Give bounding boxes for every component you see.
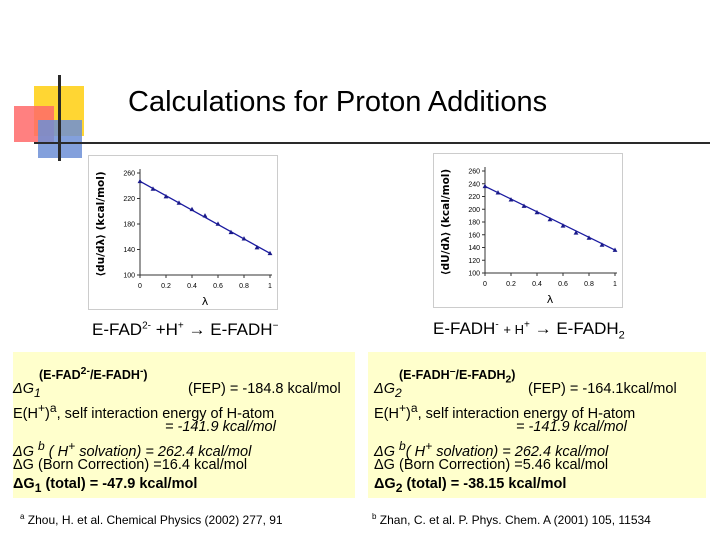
decor-vertical-line <box>58 75 61 161</box>
chart-right: 100 120 140 160 180 200 220 240 260 0 0.2 0.4 0.6 0.8… <box>433 153 623 308</box>
left-eq-arrow-icon: → <box>188 320 206 339</box>
y-tick-label: 220 <box>468 194 480 201</box>
data-point <box>534 209 540 215</box>
left-solvation-line: ΔG b ( H+ solvation) = 262.4 kcal/mol <box>13 439 252 460</box>
data-point <box>228 229 234 235</box>
x-tick-label: 1 <box>613 281 617 288</box>
data-point <box>599 242 605 247</box>
y-tick-label: 100 <box>123 273 135 280</box>
right-solvation-line: ΔG b( H+ solvation) = 262.4 kcal/mol <box>374 439 609 460</box>
right-eq-reactant-charge: - <box>495 319 499 331</box>
left-eq-product: E-FADH <box>210 320 273 339</box>
x-tick-label: 0.8 <box>239 283 249 290</box>
data-point <box>560 223 566 228</box>
left-dg1-label: ΔG1 <box>13 381 41 400</box>
y-tick-label: 180 <box>468 220 480 227</box>
x-tick-label: 0.8 <box>584 281 594 288</box>
y-tick-label: 240 <box>468 181 480 188</box>
right-results-box: (E-FADH–/E-FADH2) ΔG2 (FEP) = -164.1kcal… <box>368 352 706 498</box>
data-point <box>573 230 579 235</box>
data-point <box>215 221 221 226</box>
y-axis-label: ⟨dU/dλ⟩ (kcal/mol) <box>440 169 452 275</box>
x-tick-label: 0.4 <box>187 283 197 290</box>
data-point <box>137 178 143 184</box>
left-results-box: (E-FAD2-/E-FADH-) ΔG1 (FEP) = -184.8 kca… <box>13 352 355 498</box>
data-point <box>521 203 527 208</box>
x-tick-label: 0.2 <box>161 283 171 290</box>
right-dg2-label: ΔG2 <box>374 381 402 400</box>
y-tick-label: 100 <box>468 271 480 278</box>
chart-frame <box>88 155 278 310</box>
data-point <box>495 190 501 195</box>
data-point <box>508 197 514 202</box>
y-tick-label: 140 <box>468 245 480 252</box>
left-eh-line: E(H+)a, self interaction energy of H-ato… <box>13 401 275 422</box>
right-box-label: (E-FADH–/E-FADH2) <box>399 366 516 386</box>
left-footnote: a Zhou, H. et al. Chemical Physics (2002… <box>20 512 283 527</box>
data-point <box>267 250 273 256</box>
right-dg2-value: (FEP) = -164.1kcal/mol <box>528 381 677 397</box>
right-eq-product: E-FADH <box>556 319 619 338</box>
y-tick-label: 180 <box>123 222 135 229</box>
left-equation: E-FAD2- +H+ → E-FADH− <box>92 320 278 340</box>
x-tick-label: 0 <box>483 281 487 288</box>
x-tick-label: 0 <box>138 283 142 290</box>
right-total-line: ΔG2 (total) = -38.15 kcal/mol <box>374 476 567 495</box>
data-point <box>612 247 618 252</box>
right-eh-value: = -141.9 kcal/mol <box>516 419 627 435</box>
x-tick-label: 0.6 <box>213 283 223 290</box>
y-tick-label: 260 <box>468 169 480 176</box>
x-axis-label: λ <box>202 295 209 308</box>
data-point <box>163 193 169 199</box>
data-point <box>482 183 488 189</box>
x-tick-label: 0.2 <box>506 281 516 288</box>
page-title: Calculations for Proton Additions <box>128 86 548 118</box>
data-point <box>176 200 182 205</box>
y-axis-label: ⟨du/dλ⟩ (kcal/mol) <box>95 171 107 276</box>
y-tick-label: 120 <box>468 258 480 265</box>
x-tick-label: 1 <box>268 283 272 290</box>
left-eq-product-charge: − <box>272 320 279 332</box>
data-point <box>150 186 156 191</box>
right-eq-proton-charge: + <box>524 319 530 331</box>
right-eq-arrow-icon: → <box>534 319 552 338</box>
y-tick-label: 140 <box>123 247 135 254</box>
chart-frame <box>433 153 623 308</box>
x-axis-label: λ <box>547 293 554 306</box>
data-point <box>547 216 553 222</box>
y-tick-label: 200 <box>468 207 480 214</box>
right-footnote: b Zhan, C. et al. P. Phys. Chem. A (2001… <box>372 512 651 527</box>
left-eh-value: = -141.9 kcal/mol <box>165 419 276 435</box>
left-eq-reactant-charge: 2- <box>142 320 151 332</box>
left-dg1-value: (FEP) = -184.8 kcal/mol <box>188 381 341 397</box>
right-eq-proton: + H <box>503 322 525 337</box>
left-total-line: ΔG1 (total) = -47.9 kcal/mol <box>13 476 198 495</box>
y-tick-label: 160 <box>468 232 480 239</box>
x-tick-label: 0.6 <box>558 281 568 288</box>
left-born-line: ΔG (Born Correction) =16.4 kcal/mol <box>13 457 248 473</box>
left-eq-proton-charge: + <box>177 320 184 332</box>
y-tick-label: 220 <box>123 196 135 203</box>
data-point <box>586 235 592 240</box>
left-eq-reactant: E-FAD <box>92 320 143 339</box>
right-eh-line: E(H+)a, self interaction energy of H-ato… <box>374 401 636 422</box>
right-eq-reactant: E-FADH <box>433 319 496 338</box>
title-underline <box>34 142 710 144</box>
x-tick-label: 0.4 <box>532 281 542 288</box>
data-point <box>189 206 195 212</box>
chart-left: 100 140 180 220 260 0 0.2 0.4 0.6 0.8 1 λ ⟨du/dλ⟩ (k… <box>88 155 278 310</box>
left-eq-proton: +H <box>155 320 178 339</box>
y-tick-label: 260 <box>123 171 135 178</box>
right-born-line: ΔG (Born Correction) =5.46 kcal/mol <box>374 457 609 473</box>
data-point <box>202 213 208 218</box>
right-eq-product-sub: 2 <box>618 329 625 342</box>
data-point <box>254 244 260 250</box>
left-box-label: (E-FAD2-/E-FADH-) <box>39 366 148 383</box>
right-equation: E-FADH- + H+ → E-FADH2 <box>433 319 625 341</box>
data-point <box>241 236 247 241</box>
